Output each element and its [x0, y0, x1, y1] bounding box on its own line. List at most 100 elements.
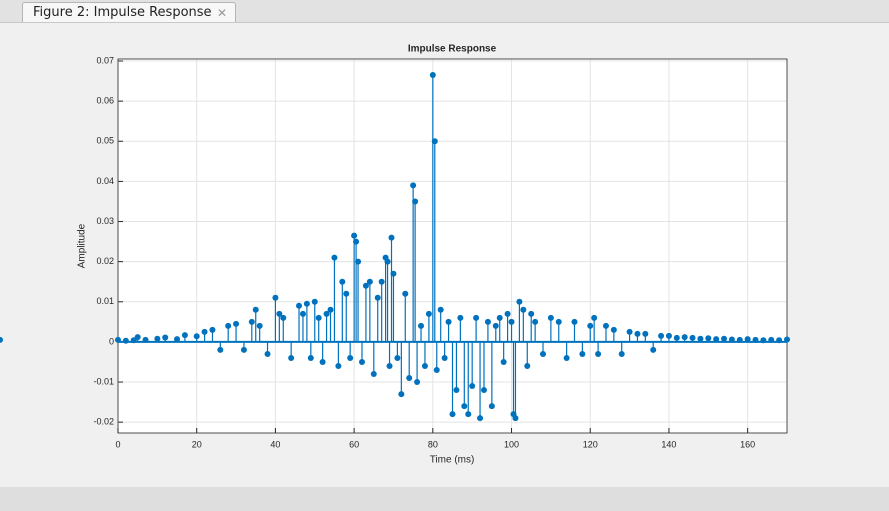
- stem-marker: [449, 411, 456, 418]
- stem-marker: [705, 335, 712, 342]
- stem-marker: [181, 332, 188, 339]
- stem-marker: [760, 337, 767, 344]
- stem-marker: [421, 362, 428, 369]
- stem-marker: [388, 234, 395, 241]
- stem-marker: [378, 278, 385, 285]
- stem-marker: [591, 314, 598, 321]
- stem-marker: [571, 318, 578, 325]
- stem-marker: [418, 322, 425, 329]
- stem-marker: [469, 383, 476, 390]
- stem-marker: [445, 318, 452, 325]
- stem-marker: [461, 403, 468, 410]
- stem-marker: [115, 336, 121, 343]
- stem-marker: [414, 379, 421, 386]
- close-icon[interactable]: ✕: [216, 6, 227, 20]
- stem-marker: [504, 310, 511, 317]
- stem-marker: [248, 318, 255, 325]
- stem-marker: [264, 350, 271, 357]
- stem-marker: [406, 375, 413, 382]
- stem-marker: [431, 138, 438, 145]
- stem-marker: [252, 306, 259, 313]
- y-tick-label: 0.03: [96, 216, 114, 226]
- stem-marker: [563, 354, 570, 361]
- stem-marker: [142, 336, 149, 343]
- stem-marker: [303, 300, 310, 307]
- x-tick-label: 0: [115, 439, 120, 449]
- stem-marker: [480, 387, 487, 394]
- stem-marker: [201, 328, 208, 335]
- axes-box: [117, 58, 788, 434]
- stem-marker: [579, 350, 586, 357]
- stem-marker: [0, 336, 3, 343]
- stem-marker: [776, 337, 783, 344]
- stem-marker: [429, 72, 436, 79]
- stem-marker: [296, 302, 303, 309]
- stem-marker: [752, 336, 759, 343]
- stem-marker: [618, 350, 625, 357]
- stem-marker: [650, 346, 657, 353]
- stem-marker: [331, 254, 338, 261]
- stem-marker: [634, 330, 641, 337]
- stem-marker: [134, 334, 141, 341]
- stem-marker: [508, 318, 515, 325]
- stem-marker: [193, 333, 200, 340]
- stem-marker: [154, 335, 161, 342]
- stem-marker: [335, 362, 342, 369]
- stem-marker: [713, 336, 720, 343]
- stem-marker: [433, 366, 440, 373]
- stem-marker: [390, 270, 397, 277]
- stem-marker: [500, 358, 507, 365]
- stem-marker: [681, 334, 688, 341]
- stem-marker: [233, 320, 240, 327]
- x-tick-label: 20: [192, 439, 202, 449]
- stem-marker: [453, 387, 460, 394]
- stem-marker: [784, 336, 790, 343]
- stem-marker: [319, 358, 326, 365]
- x-tick-label: 80: [428, 439, 438, 449]
- stem-marker: [351, 232, 358, 239]
- chart: Impulse Response Time (ms) Amplitude -0.…: [0, 44, 790, 466]
- stem-marker: [587, 322, 594, 329]
- stem-marker: [512, 415, 519, 422]
- y-tick-label: 0.01: [96, 296, 114, 306]
- y-tick-label: 0.05: [96, 136, 114, 146]
- stem-marker: [697, 335, 704, 342]
- y-tick-label: 0.06: [96, 96, 114, 106]
- stem-marker: [307, 354, 314, 361]
- stem-marker: [366, 278, 373, 285]
- stem-marker: [520, 306, 527, 313]
- y-tick-label: 0: [109, 336, 114, 346]
- stem-marker: [488, 403, 495, 410]
- stem-marker: [384, 258, 391, 265]
- stem-marker: [437, 306, 444, 313]
- stem-marker: [728, 336, 735, 343]
- stem-marker: [547, 314, 554, 321]
- x-tick-label: 160: [740, 439, 755, 449]
- stem-marker: [524, 362, 531, 369]
- stem-marker: [540, 350, 547, 357]
- stem-marker: [516, 298, 523, 305]
- stem-marker: [209, 326, 216, 333]
- stem-marker: [658, 332, 665, 339]
- stem-marker: [162, 334, 169, 341]
- stem-marker: [610, 326, 617, 333]
- stem-marker: [744, 336, 751, 343]
- x-tick-label: 100: [504, 439, 519, 449]
- stem-marker: [311, 298, 318, 305]
- stem-marker: [217, 346, 224, 353]
- x-tick-label: 140: [661, 439, 676, 449]
- stem-marker: [276, 310, 283, 317]
- figure-tab[interactable]: Figure 2: Impulse Response ✕: [22, 2, 236, 22]
- stem-marker: [595, 350, 602, 357]
- stem-marker: [288, 354, 295, 361]
- tab-bar: Figure 2: Impulse Response ✕: [0, 0, 889, 23]
- stem-marker: [484, 318, 491, 325]
- y-axis-label: Amplitude: [77, 223, 88, 268]
- stem-marker: [280, 314, 287, 321]
- stem-marker: [602, 322, 609, 329]
- stem-marker: [355, 258, 362, 265]
- stem-marker: [398, 391, 405, 398]
- stem-marker: [441, 354, 448, 361]
- stem-marker: [496, 314, 503, 321]
- stem-marker: [689, 334, 696, 341]
